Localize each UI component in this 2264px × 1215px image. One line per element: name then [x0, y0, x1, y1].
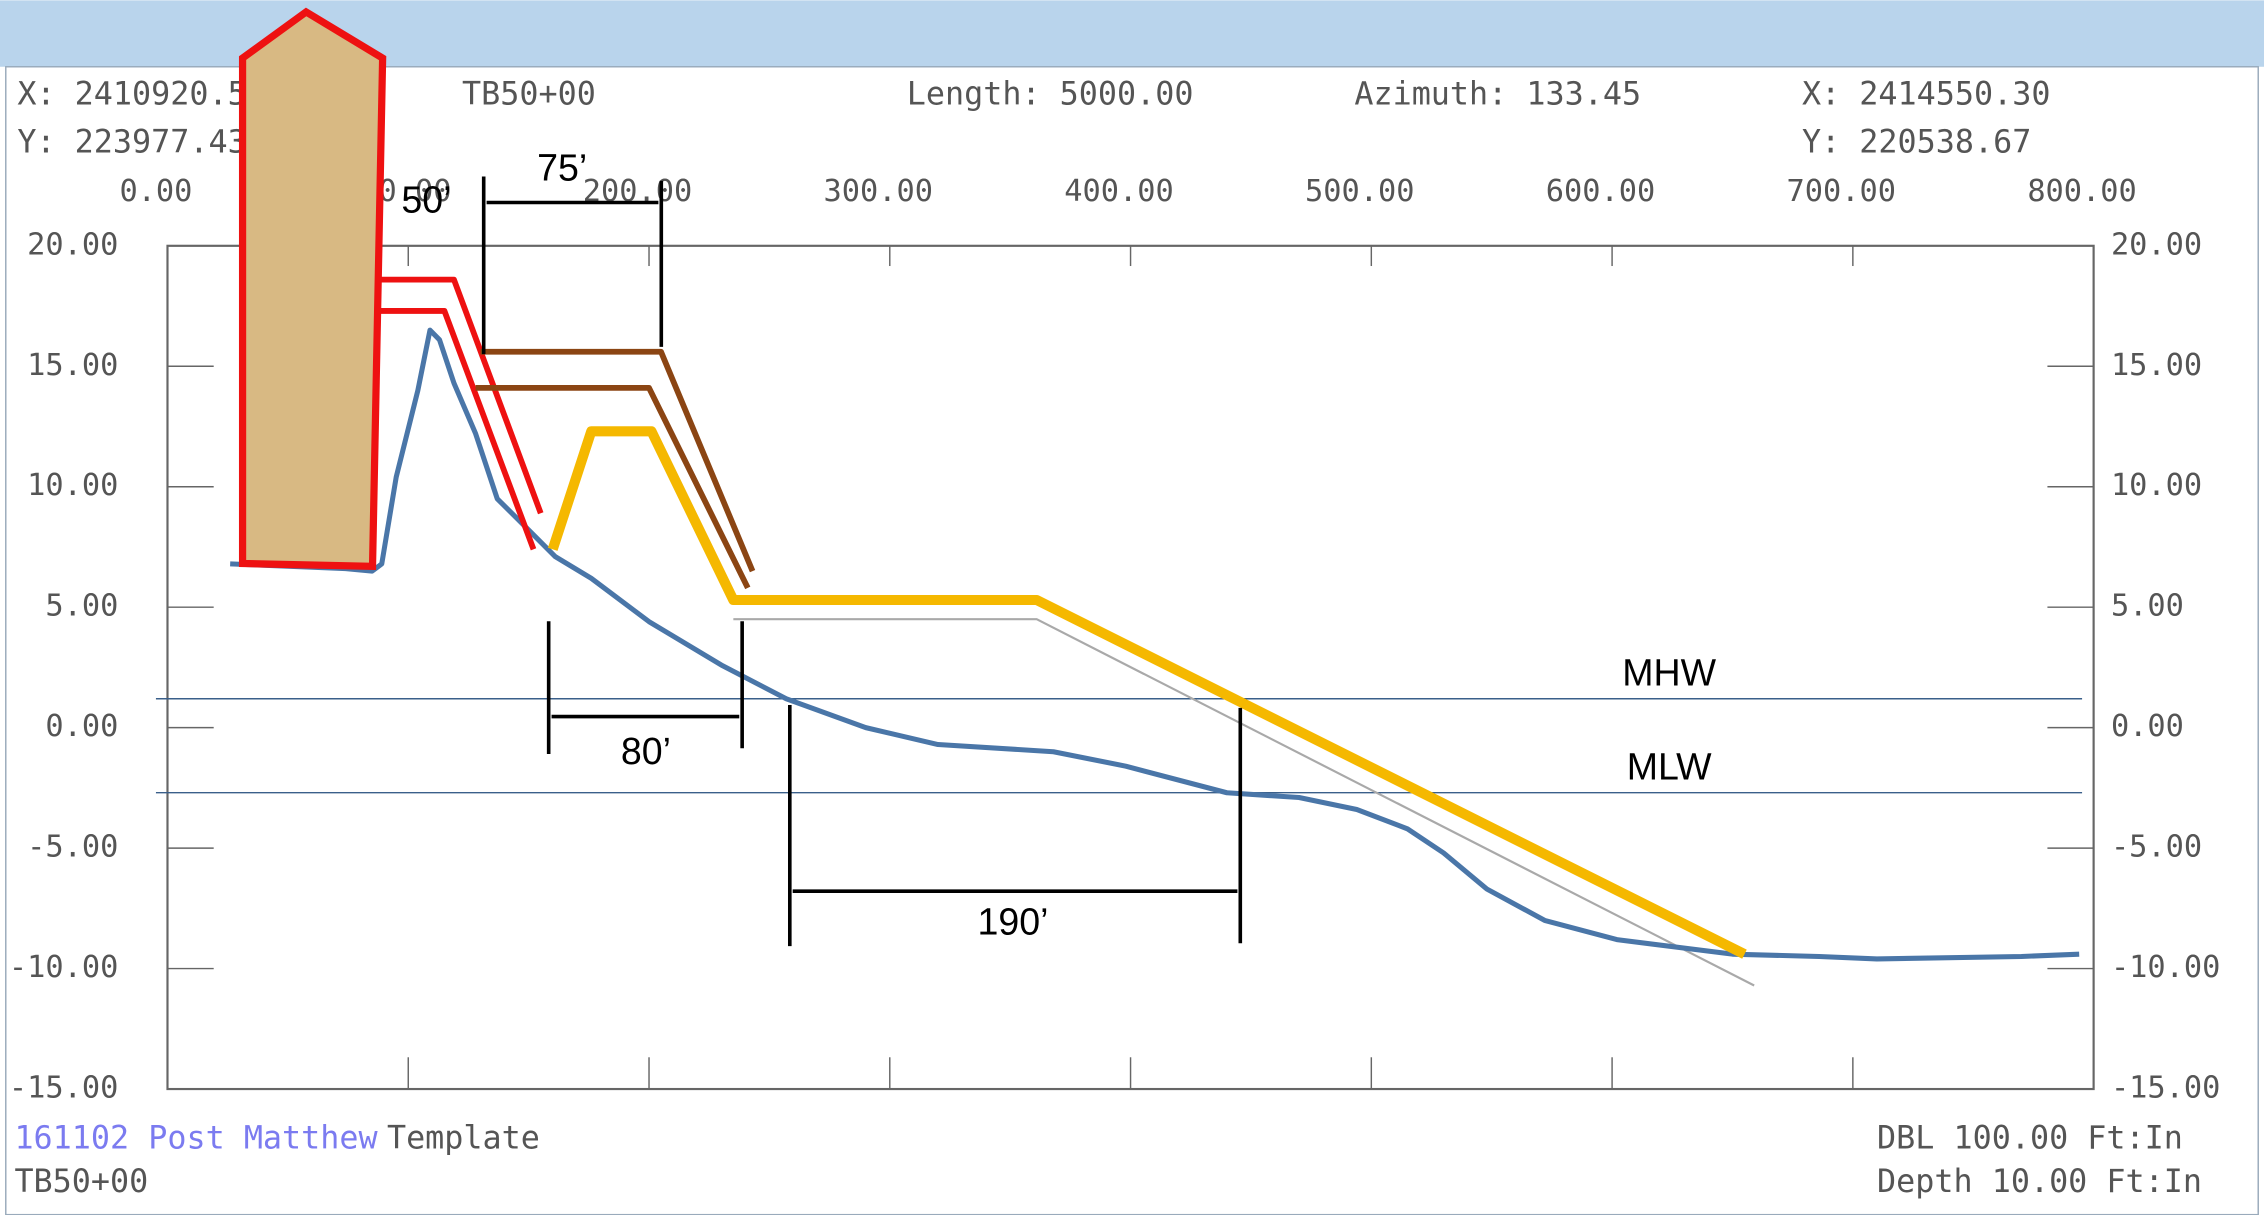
start-x: X: 2410920.57 — [17, 77, 266, 113]
y-tick-label: 5.00 — [2111, 589, 2184, 624]
y-tick-label: -10.00 — [9, 950, 118, 985]
y-tick-label: 0.00 — [2111, 709, 2184, 744]
dimension-label: 50’ — [401, 178, 451, 220]
survey-label: 161102 Post Matthew — [14, 1121, 378, 1157]
azimuth: Azimuth: 133.45 — [1354, 77, 1641, 113]
x-tick-label: 500.00 — [1305, 174, 1415, 209]
y-tick-label: 20.00 — [2111, 227, 2202, 262]
dimension-label: 190’ — [978, 900, 1049, 942]
end-y: Y: 220538.67 — [1802, 124, 2031, 160]
y-tick-label: -5.00 — [27, 830, 118, 865]
x-tick-label: 0.00 — [119, 174, 192, 209]
y-tick-label: 10.00 — [2111, 468, 2202, 503]
y-tick-label: 15.00 — [27, 348, 118, 383]
y-tick-label: -10.00 — [2111, 950, 2221, 985]
length: Length: 5000.00 — [907, 77, 1194, 113]
dimension-label: 75’ — [537, 147, 587, 189]
x-tick-label: 300.00 — [823, 174, 933, 209]
depth-label: Depth 10.00 Ft:In — [1877, 1164, 2202, 1200]
y-tick-label: 0.00 — [45, 709, 118, 744]
water-level-label: MLW — [1627, 746, 1712, 788]
template-label: Template — [387, 1121, 540, 1157]
x-tick-label: 800.00 — [2027, 174, 2136, 209]
dimension-label: 80’ — [621, 730, 671, 772]
footer-station: TB50+00 — [14, 1164, 148, 1200]
y-tick-label: 15.00 — [2111, 348, 2202, 383]
structure — [243, 12, 383, 566]
page: {"chart_data": {"type": "line", "header"… — [0, 0, 2264, 1215]
end-x: X: 2414550.30 — [1802, 77, 2051, 113]
y-tick-label: -5.00 — [2111, 830, 2202, 865]
y-tick-label: -15.00 — [2111, 1071, 2221, 1106]
start-y: Y: 223977.43 — [17, 124, 246, 160]
x-tick-label: 700.00 — [1787, 174, 1896, 209]
x-tick-label: 600.00 — [1546, 174, 1655, 209]
y-tick-label: 10.00 — [27, 468, 118, 503]
station: TB50+00 — [462, 77, 596, 113]
water-level-label: MHW — [1622, 652, 1716, 694]
y-tick-label: 20.00 — [27, 227, 118, 262]
chart: X: 2410920.57 Y: 223977.43 TB50+00 Lengt… — [0, 0, 2264, 1215]
y-tick-label: 5.00 — [45, 589, 118, 624]
x-tick-label: 400.00 — [1064, 174, 1174, 209]
dbl-label: DBL 100.00 Ft:In — [1877, 1121, 2183, 1157]
y-tick-label: -15.00 — [9, 1071, 118, 1106]
